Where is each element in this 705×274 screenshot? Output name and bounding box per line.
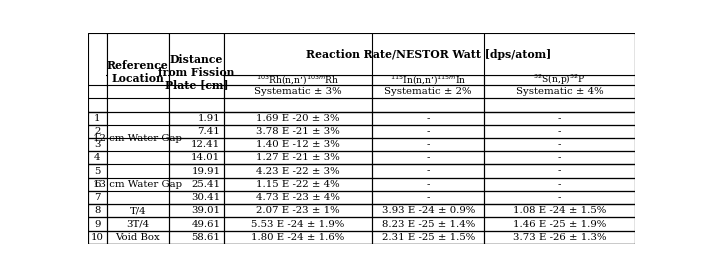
Text: 1.27 E -21 ± 3%: 1.27 E -21 ± 3% xyxy=(256,153,340,162)
Text: 9: 9 xyxy=(94,219,101,229)
Text: -: - xyxy=(427,153,430,162)
Text: 3.78 E -21 ± 3%: 3.78 E -21 ± 3% xyxy=(256,127,340,136)
Text: 8.23 E -25 ± 1.4%: 8.23 E -25 ± 1.4% xyxy=(381,219,475,229)
Bar xyxy=(169,33,223,111)
Text: 4: 4 xyxy=(94,153,101,162)
Text: 39.01: 39.01 xyxy=(191,206,221,215)
Text: -: - xyxy=(558,127,561,136)
Text: 4.23 E -22 ± 3%: 4.23 E -22 ± 3% xyxy=(256,167,340,176)
Text: -: - xyxy=(558,167,561,176)
Text: -: - xyxy=(427,180,430,189)
Text: 1: 1 xyxy=(94,114,101,123)
Text: -: - xyxy=(427,127,430,136)
Text: 1.80 E -24 ± 1.6%: 1.80 E -24 ± 1.6% xyxy=(251,233,345,242)
Text: -: - xyxy=(558,180,561,189)
Text: -: - xyxy=(558,114,561,123)
Text: 12.41: 12.41 xyxy=(191,140,221,149)
Text: Reference
Location: Reference Location xyxy=(107,60,168,84)
Text: 7.41: 7.41 xyxy=(197,127,221,136)
Text: Distance
from Fission
Plate [cm]: Distance from Fission Plate [cm] xyxy=(158,54,235,90)
Text: Reaction Rate/NESTOR Watt [dps/atom]: Reaction Rate/NESTOR Watt [dps/atom] xyxy=(307,48,552,59)
Text: -: - xyxy=(427,193,430,202)
Text: 3.93 E -24 ± 0.9%: 3.93 E -24 ± 0.9% xyxy=(381,206,475,215)
Bar xyxy=(107,111,168,164)
Text: Systematic ± 3%: Systematic ± 3% xyxy=(254,87,342,96)
Text: $^{103}$Rh(n,n’)$^{103m}$Rh: $^{103}$Rh(n,n’)$^{103m}$Rh xyxy=(257,73,340,87)
Text: 3: 3 xyxy=(94,140,101,149)
Text: Void Box: Void Box xyxy=(116,233,160,242)
Text: Systematic ± 2%: Systematic ± 2% xyxy=(384,87,472,96)
Text: -: - xyxy=(558,153,561,162)
Text: 4.73 E -23 ± 4%: 4.73 E -23 ± 4% xyxy=(256,193,340,202)
Text: -: - xyxy=(427,167,430,176)
Text: 3.73 E -26 ± 1.3%: 3.73 E -26 ± 1.3% xyxy=(513,233,606,242)
Text: 8: 8 xyxy=(94,206,101,215)
Text: 5.53 E -24 ± 1.9%: 5.53 E -24 ± 1.9% xyxy=(251,219,345,229)
Text: 13 cm Water Gap: 13 cm Water Gap xyxy=(93,180,183,189)
Text: Systematic ± 4%: Systematic ± 4% xyxy=(515,87,603,96)
Text: 1.91: 1.91 xyxy=(197,114,221,123)
Text: 12 cm Water Gap: 12 cm Water Gap xyxy=(93,133,183,142)
Text: 14.01: 14.01 xyxy=(191,153,221,162)
Text: $^{32}$S(n,p)$^{32}$P: $^{32}$S(n,p)$^{32}$P xyxy=(533,73,586,87)
Bar xyxy=(107,33,168,111)
Text: -: - xyxy=(427,114,430,123)
Text: -: - xyxy=(558,140,561,149)
Bar xyxy=(89,33,106,111)
Text: 1.15 E -22 ± 4%: 1.15 E -22 ± 4% xyxy=(256,180,340,189)
Text: 5: 5 xyxy=(94,167,101,176)
Text: 30.41: 30.41 xyxy=(191,193,221,202)
Text: 2.07 E -23 ± 1%: 2.07 E -23 ± 1% xyxy=(256,206,340,215)
Text: 2.31 E -25 ± 1.5%: 2.31 E -25 ± 1.5% xyxy=(381,233,475,242)
Text: 49.61: 49.61 xyxy=(191,219,221,229)
Text: 1.46 E -25 ± 1.9%: 1.46 E -25 ± 1.9% xyxy=(513,219,606,229)
Text: 19.91: 19.91 xyxy=(191,167,221,176)
Text: $^{115}$In(n,n’)$^{115m}$In: $^{115}$In(n,n’)$^{115m}$In xyxy=(390,73,467,87)
Text: 1.40 E -12 ± 3%: 1.40 E -12 ± 3% xyxy=(256,140,340,149)
Text: 1.08 E -24 ± 1.5%: 1.08 E -24 ± 1.5% xyxy=(513,206,606,215)
Text: -: - xyxy=(558,193,561,202)
Text: 10: 10 xyxy=(91,233,104,242)
Text: 6: 6 xyxy=(94,180,101,189)
Text: -: - xyxy=(427,140,430,149)
Text: 7: 7 xyxy=(94,193,101,202)
Bar xyxy=(107,164,168,204)
Text: 3T/4: 3T/4 xyxy=(126,219,149,229)
Text: 2: 2 xyxy=(94,127,101,136)
Bar xyxy=(224,33,634,75)
Text: 58.61: 58.61 xyxy=(192,233,221,242)
Text: 25.41: 25.41 xyxy=(191,180,221,189)
Text: T/4: T/4 xyxy=(130,206,146,215)
Text: 1.69 E -20 ± 3%: 1.69 E -20 ± 3% xyxy=(256,114,340,123)
